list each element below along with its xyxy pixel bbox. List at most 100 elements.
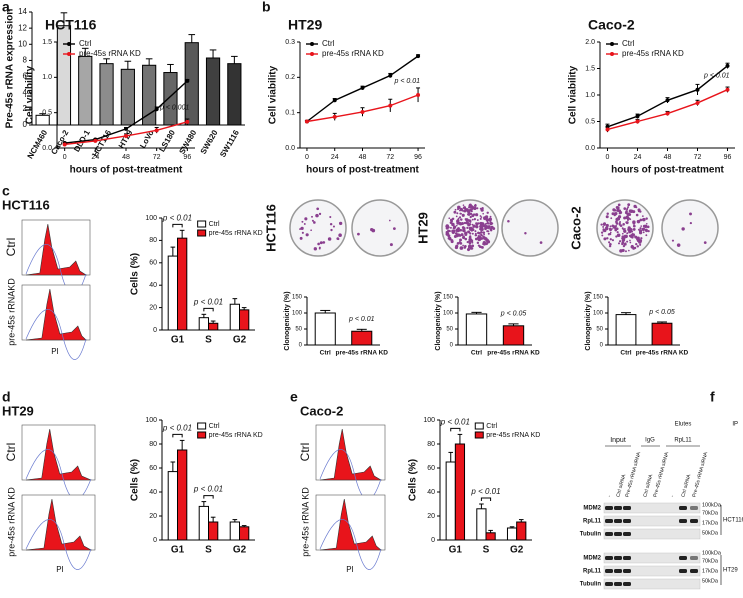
colony: [645, 234, 648, 237]
colony: [623, 227, 626, 230]
colony: [457, 221, 460, 224]
colony: [601, 234, 604, 237]
legend-swatch: [197, 431, 207, 439]
colony: [458, 206, 461, 209]
colony: [455, 215, 458, 218]
colony: [628, 249, 630, 252]
blot-header: IgG: [645, 438, 655, 444]
p-value: p < 0.01: [193, 485, 223, 494]
dish: [351, 199, 409, 257]
colony: [627, 206, 630, 209]
colony: [486, 221, 489, 224]
flow-row-label: pre-45s rRNA KD: [6, 487, 16, 557]
bar: [35, 114, 50, 126]
y-tick-label: 60: [149, 260, 157, 267]
colony: [639, 227, 642, 230]
colony: [464, 237, 468, 241]
colony: [628, 209, 633, 213]
marker-label: 50kDa: [702, 578, 719, 584]
bar: [120, 68, 135, 126]
colony: [608, 227, 612, 231]
colony: [330, 228, 333, 232]
colony: [469, 232, 472, 235]
band: [605, 532, 613, 536]
colony: [454, 208, 457, 211]
histogram-fit: [319, 519, 382, 570]
colony: [611, 228, 613, 230]
colony: [470, 210, 473, 213]
colony: [459, 228, 463, 232]
x-tick-label: pre-45s rRNA KD: [636, 350, 689, 357]
flow-title: HCT116: [2, 197, 50, 212]
colony: [451, 217, 455, 221]
colony: [619, 220, 621, 223]
colony: [462, 228, 466, 233]
point: [388, 103, 393, 108]
x-tick-label: 72: [153, 154, 161, 161]
legend-marker: [310, 52, 314, 56]
p-value: p < 0.05: [500, 311, 527, 318]
panel-label: d: [2, 389, 11, 405]
p-value: p < 0.01: [193, 297, 223, 306]
histogram-fit: [25, 519, 92, 570]
colony: [507, 219, 510, 223]
colony: [462, 227, 465, 230]
panel-label: f: [710, 389, 715, 405]
legend-label: pre-45s rRNA KD: [322, 49, 384, 58]
colony: [452, 225, 457, 229]
y-axis-label: Cells (%): [130, 459, 141, 501]
colony: [639, 210, 642, 213]
colony: [492, 227, 496, 230]
colony: [472, 224, 476, 228]
colony: [622, 245, 626, 248]
colony: [609, 225, 612, 228]
y-tick-label: 0.5: [585, 118, 595, 125]
legend-label: Ctrl: [486, 423, 497, 430]
colony: [317, 242, 320, 246]
colony: [488, 217, 493, 221]
colony: [606, 212, 609, 215]
x-tick-label: 96: [724, 154, 732, 161]
colony: [629, 218, 632, 221]
point: [124, 133, 128, 138]
cell-line-label: HT29: [723, 568, 738, 574]
colony: [609, 242, 612, 246]
colony: [640, 237, 643, 240]
colony: [623, 229, 627, 233]
panel-label: b: [262, 0, 271, 15]
histogram: [25, 428, 92, 481]
bracket: [203, 495, 214, 499]
x-tick-label: LS180: [157, 128, 177, 153]
y-tick-label: 20: [427, 513, 435, 520]
colony: [635, 213, 639, 217]
colony: [629, 241, 632, 244]
p-value: p < 0.05: [648, 309, 675, 316]
y-axis-label: Cells (%): [408, 459, 419, 501]
y-tick-label: 2: [23, 104, 28, 113]
bar: [167, 471, 178, 541]
colony: [614, 227, 618, 231]
bar: [229, 521, 240, 541]
band: [623, 519, 631, 523]
marker-label: 70kDa: [702, 558, 719, 564]
colony: [632, 224, 636, 228]
x-tick-label: S: [483, 545, 490, 556]
x-tick-label: 48: [664, 154, 672, 161]
colony: [476, 207, 479, 210]
colony: [466, 240, 469, 244]
y-tick-label: 20: [149, 304, 157, 311]
histogram: [25, 498, 93, 551]
y-tick-label: 80: [427, 441, 435, 448]
colony: [618, 212, 621, 215]
colony: [310, 229, 312, 232]
colony: [463, 209, 467, 213]
colony: [479, 221, 483, 225]
colony: [463, 221, 467, 225]
band: [605, 506, 613, 510]
protein-label: MDM2: [583, 506, 601, 512]
colony-label: HCT116: [263, 204, 278, 252]
lane-label: -: [669, 494, 675, 497]
colony: [303, 223, 306, 225]
colony: [619, 249, 623, 253]
